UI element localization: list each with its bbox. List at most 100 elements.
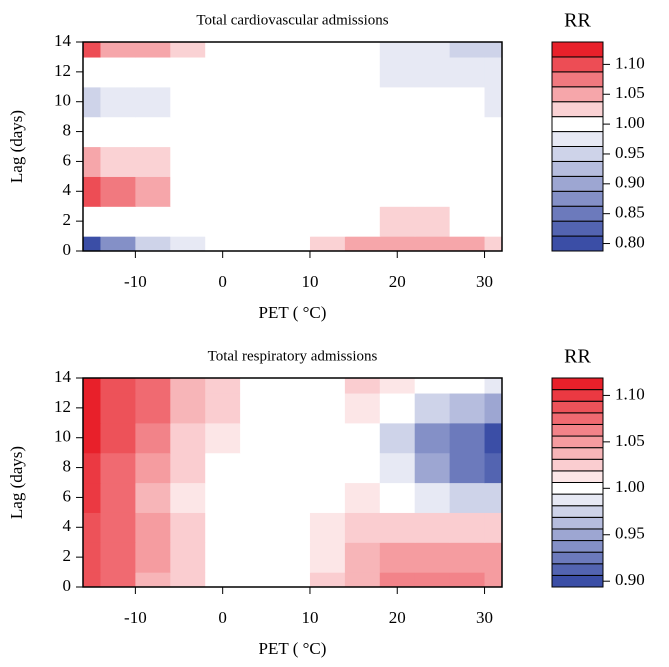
- colorbar-tick-label: 1.05: [615, 83, 645, 102]
- contour-cell: [83, 452, 102, 484]
- contour-cell: [205, 86, 241, 118]
- y-tick-label: 0: [63, 576, 72, 595]
- contour-cell: [100, 236, 136, 251]
- contour-cell: [414, 378, 451, 394]
- contour-cell: [379, 146, 416, 177]
- colorbar-bin: [551, 470, 604, 483]
- contour-cell: [414, 86, 451, 118]
- contour-cell: [135, 542, 171, 573]
- contour-cell: [240, 482, 276, 513]
- contour-cell: [83, 482, 102, 513]
- contour-cell: [100, 146, 136, 177]
- contour-cell: [449, 378, 486, 394]
- contour-cell: [379, 86, 416, 118]
- colorbar-bin: [551, 400, 604, 414]
- contour-cell: [449, 392, 486, 424]
- contour-cell: [83, 176, 102, 207]
- contour-cell: [484, 56, 502, 88]
- contour-cell: [484, 206, 502, 237]
- contour-cell: [449, 542, 486, 573]
- contour-cell: [275, 42, 311, 58]
- x-tick-label: 30: [476, 608, 493, 627]
- y-tick-label: 12: [54, 397, 71, 416]
- x-tick-label: 0: [218, 272, 227, 291]
- contour-cell: [449, 86, 486, 118]
- contour-cell: [135, 512, 171, 543]
- contour-cell: [170, 422, 206, 454]
- contour-cell: [449, 116, 486, 148]
- contour-cell: [344, 42, 381, 58]
- colorbar-title: RR: [564, 10, 591, 32]
- colorbar-bin: [551, 528, 604, 542]
- y-tick-label: 8: [63, 456, 72, 475]
- contour-cell: [275, 206, 311, 237]
- contour-cell: [240, 146, 276, 177]
- contour-cell: [83, 236, 102, 251]
- colorbar-bin: [551, 86, 604, 103]
- contour-cell: [170, 452, 206, 484]
- contour-cell: [275, 512, 311, 543]
- contour-cell: [135, 176, 171, 207]
- colorbar-bin: [551, 71, 604, 88]
- contour-cell: [379, 482, 416, 513]
- x-tick-label: 30: [476, 272, 493, 291]
- contour-cell: [83, 422, 102, 454]
- y-tick-label: 10: [54, 427, 71, 446]
- contour-field: [83, 42, 502, 251]
- colorbar-bin: [551, 540, 604, 553]
- x-tick-label: 10: [301, 272, 318, 291]
- contour-cell: [309, 146, 346, 177]
- y-tick-label: 0: [63, 240, 72, 259]
- colorbar-bin: [551, 574, 604, 588]
- contour-cell: [135, 42, 171, 58]
- contour-cell: [379, 542, 416, 573]
- contour-cell: [205, 572, 241, 587]
- contour-cell: [379, 236, 416, 251]
- contour-cell: [170, 392, 206, 424]
- contour-cell: [344, 512, 381, 543]
- contour-cell: [309, 86, 346, 118]
- colorbar-bin: [551, 435, 604, 449]
- contour-cell: [100, 378, 136, 394]
- y-tick-label: 12: [54, 61, 71, 80]
- contour-cell: [170, 176, 206, 207]
- colorbar-tick-label: 0.85: [615, 203, 645, 222]
- contour-cell: [205, 482, 241, 513]
- contour-cell: [100, 392, 136, 424]
- colorbar-title: RR: [564, 346, 591, 368]
- contour-cell: [83, 42, 102, 58]
- colorbar-tick-label: 0.95: [615, 524, 645, 543]
- colorbar-bin: [551, 423, 604, 437]
- contour-cell: [135, 116, 171, 148]
- colorbar-bin: [551, 220, 604, 237]
- contour-cell: [170, 116, 206, 148]
- contour-cell: [83, 206, 102, 237]
- contour-cell: [344, 452, 381, 484]
- contour-cell: [275, 572, 311, 587]
- contour-cell: [484, 422, 502, 454]
- x-tick-label: 10: [301, 608, 318, 627]
- contour-cell: [414, 542, 451, 573]
- contour-cell: [240, 572, 276, 587]
- contour-cell: [205, 236, 241, 251]
- contour-cell: [205, 206, 241, 237]
- contour-cell: [205, 116, 241, 148]
- contour-cell: [484, 392, 502, 424]
- contour-cell: [240, 392, 276, 424]
- contour-cell: [240, 116, 276, 148]
- contour-cell: [135, 236, 171, 251]
- contour-cell: [83, 56, 102, 88]
- contour-cell: [414, 176, 451, 207]
- contour-cell: [275, 176, 311, 207]
- contour-cell: [309, 42, 346, 58]
- contour-cell: [379, 452, 416, 484]
- contour-cell: [100, 206, 136, 237]
- contour-cell: [100, 512, 136, 543]
- contour-cell: [379, 116, 416, 148]
- y-tick-label: 14: [54, 367, 72, 386]
- colorbar-bin: [551, 389, 604, 402]
- contour-cell: [484, 378, 502, 394]
- contour-cell: [414, 512, 451, 543]
- contour-cell: [449, 236, 486, 251]
- contour-cell: [135, 422, 171, 454]
